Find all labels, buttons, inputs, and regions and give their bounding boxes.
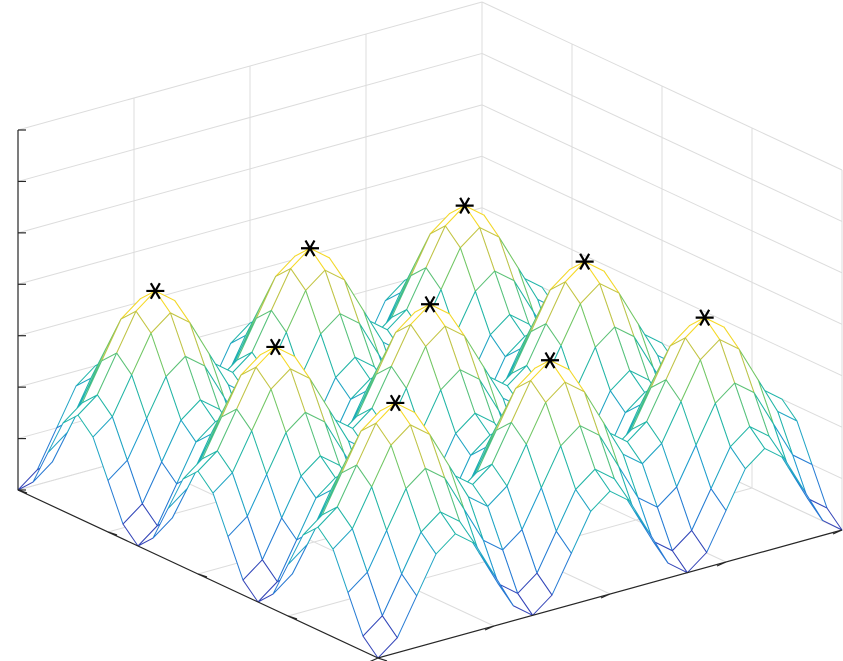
x-tick [600,593,611,599]
grid-line [481,52,843,222]
x-tick [369,657,379,661]
grid-line [17,52,483,182]
marker-stroke [149,282,161,300]
marker [575,253,594,270]
marker [421,295,439,313]
grid-line [481,207,843,377]
marker-stroke [304,239,316,257]
marker [541,351,559,369]
marker [455,197,474,214]
marker-stroke [579,253,591,270]
marker-stroke [459,197,471,214]
grid-line [481,155,843,325]
y-tick [107,531,118,536]
marker-stroke [424,295,436,313]
mesh-cell [32,431,68,483]
grid-line [481,1,843,171]
grid-line [17,155,483,285]
marker-stroke [699,309,711,326]
marker-stroke [389,394,401,412]
grid-line [17,207,483,337]
marker [301,239,319,257]
grid-line [17,1,483,131]
marker [695,309,714,326]
mesh-cell [362,615,398,659]
x-tick [716,561,727,567]
marker [266,338,285,356]
grid-line [17,104,483,234]
marker [146,282,165,300]
y-tick [197,573,208,578]
marker [386,394,405,412]
x-tick [484,625,495,631]
marker-stroke [544,351,556,369]
marker-stroke [269,338,281,356]
x-tick [832,529,843,535]
grid-line [481,104,843,274]
y-tick [287,615,298,620]
